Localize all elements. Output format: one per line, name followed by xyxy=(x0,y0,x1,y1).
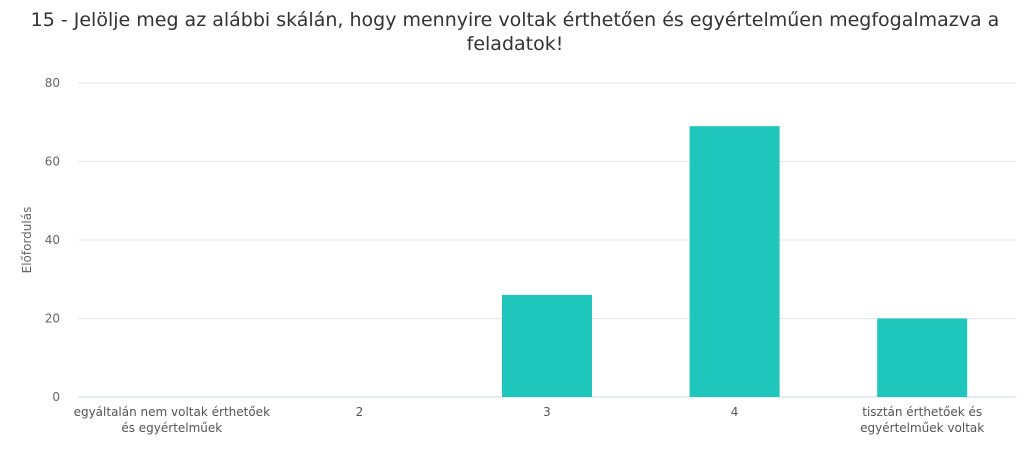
x-category-label: egyáltalán nem voltak érthetőek xyxy=(74,405,270,419)
x-category-label: egyértelműek voltak xyxy=(860,421,984,435)
x-axis-categories: egyáltalán nem voltak érthetőek és egyért… xyxy=(74,405,985,435)
bars xyxy=(502,126,968,398)
y-axis-label: Előfordulás xyxy=(20,207,34,274)
y-tick-label: 20 xyxy=(45,312,60,326)
y-tick-label: 60 xyxy=(45,155,60,169)
chart-title-line-1: 15 - Jelölje meg az alábbi skálán, hogy … xyxy=(30,9,1000,31)
y-tick-label: 40 xyxy=(45,233,60,247)
bar-4[interactable] xyxy=(877,318,968,398)
chart-title: 15 - Jelölje meg az alábbi skálán, hogy … xyxy=(0,8,1030,56)
bar-3[interactable] xyxy=(689,126,780,398)
chart-title-line-2: feladatok! xyxy=(466,33,564,55)
bar-2[interactable] xyxy=(502,294,592,397)
x-category-label: 3 xyxy=(543,405,551,419)
x-category-label: 2 xyxy=(356,405,364,419)
y-axis-ticks: 0 20 40 60 80 xyxy=(45,76,60,404)
x-category-label: tisztán érthetőek és xyxy=(862,405,982,419)
x-category-label: 4 xyxy=(731,405,739,419)
y-tick-label: 80 xyxy=(45,76,60,90)
y-tick-label: 0 xyxy=(52,390,60,404)
x-category-label: és egyértelműek xyxy=(121,421,222,435)
